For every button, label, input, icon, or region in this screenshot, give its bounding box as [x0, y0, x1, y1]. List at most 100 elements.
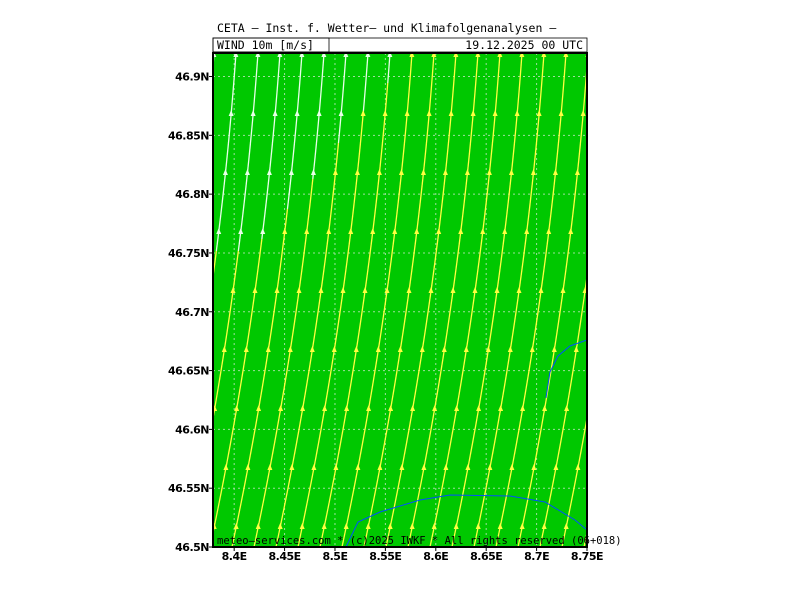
streamline: [578, 154, 580, 162]
streamline: [114, 179, 115, 185]
streamline: [156, 359, 157, 365]
streamline: [64, 383, 65, 389]
streamline: [611, 515, 612, 521]
streamline: [50, 335, 51, 341]
streamline: [533, 160, 536, 168]
streamline: [643, 167, 644, 173]
streamline: [155, 365, 156, 371]
streamline: [559, 436, 563, 444]
streamline: [486, 184, 489, 192]
streamline: [667, 149, 668, 155]
streamline: [68, 359, 69, 365]
streamline: [310, 184, 313, 192]
streamline: [607, 287, 608, 293]
streamline: [387, 274, 390, 282]
streamline: [374, 208, 377, 216]
streamline: [535, 142, 538, 150]
streamline: [524, 388, 527, 396]
streamline: [297, 430, 300, 438]
streamline: [140, 449, 141, 455]
streamline: [228, 310, 231, 318]
stream-arrow: [470, 110, 476, 116]
streamline: [84, 395, 85, 401]
streamline: [203, 173, 204, 179]
streamline: [485, 196, 488, 204]
streamline: [105, 401, 106, 407]
x-tick-label: 8.45E: [268, 550, 300, 563]
stream-arrow: [165, 287, 170, 293]
streamline: [326, 238, 329, 246]
streamline: [132, 491, 133, 497]
streamline: [336, 154, 338, 162]
streamline: [385, 100, 387, 108]
stream-arrow: [485, 346, 491, 352]
streamline: [116, 161, 117, 167]
streamline: [471, 436, 475, 444]
streamline: [11, 437, 12, 443]
streamline: [409, 532, 412, 540]
streamline: [522, 250, 525, 258]
streamline: [171, 515, 172, 521]
streamline: [16, 521, 17, 527]
streamline: [284, 220, 287, 228]
streamline: [96, 137, 97, 143]
streamline: [241, 490, 245, 498]
stream-arrow: [200, 346, 205, 352]
streamline: [580, 442, 584, 450]
streamline: [408, 280, 412, 288]
streamline: [527, 490, 531, 498]
streamline: [54, 119, 55, 125]
streamline: [37, 413, 38, 419]
streamline: [166, 539, 167, 545]
streamline: [513, 448, 517, 456]
streamline: [100, 539, 101, 545]
streamline: [527, 370, 530, 378]
streamline: [334, 340, 337, 348]
streamline: [657, 239, 658, 245]
streamline: [465, 178, 468, 186]
streamline: [617, 485, 618, 491]
streamline: [13, 287, 14, 293]
streamline: [304, 388, 307, 396]
streamline: [74, 143, 75, 149]
streamline: [609, 527, 610, 533]
streamline: [98, 551, 99, 557]
stream-arrow: [300, 405, 306, 411]
streamline: [332, 184, 335, 192]
streamline: [446, 454, 449, 462]
stream-arrow: [168, 523, 173, 529]
streamline: [295, 304, 298, 312]
streamline: [548, 220, 551, 228]
streamline: [128, 251, 129, 257]
streamline: [427, 304, 430, 312]
streamline: [294, 124, 297, 132]
streamline: [83, 515, 84, 521]
stream-arrow: [168, 405, 173, 411]
streamline: [620, 347, 621, 353]
streamline: [395, 214, 398, 222]
stream-arrow: [221, 346, 227, 352]
streamline: [513, 316, 516, 324]
streamline: [424, 148, 427, 156]
streamline: [247, 328, 251, 336]
streamline: [469, 136, 472, 144]
streamline: [407, 94, 410, 102]
stream-arrow: [245, 464, 251, 470]
stream-arrow: [630, 405, 635, 411]
streamline: [595, 203, 596, 209]
streamline: [26, 179, 27, 185]
stream-arrow: [112, 346, 117, 352]
streamline: [393, 382, 396, 390]
streamline: [579, 136, 582, 144]
streamline: [72, 161, 73, 167]
streamline: [78, 293, 79, 299]
streamline: [287, 196, 290, 204]
streamline: [74, 317, 75, 323]
streamline: [228, 124, 231, 132]
streamline: [622, 461, 623, 467]
streamline: [102, 533, 103, 539]
streamline: [260, 508, 263, 516]
streamline: [127, 515, 128, 521]
streamline: [335, 160, 338, 168]
